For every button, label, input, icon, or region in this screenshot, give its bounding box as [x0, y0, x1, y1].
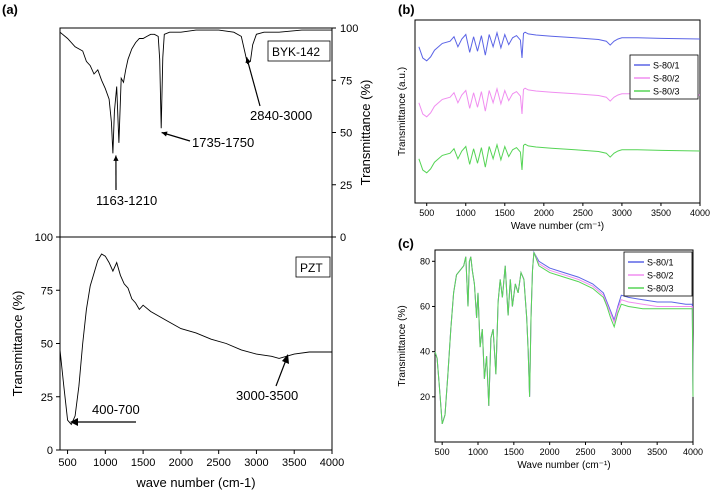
chart-b-xtick-label: 4000	[690, 208, 710, 218]
chart-a-top-legend-box	[267, 40, 331, 62]
chart-a-bottom-xtick-label: 500	[58, 457, 76, 469]
panel-a-label: (a)	[2, 2, 18, 17]
chart-c-xtick-label: 4000	[683, 447, 703, 457]
chart-b-legend-label: S-80/1	[653, 61, 680, 71]
chart-b-legend-label: S-80/3	[653, 87, 680, 97]
chart-a-top-legend-label: BYK-142	[272, 45, 320, 59]
chart-c-series-3	[434, 252, 694, 425]
chart-c-ytick-label: 60	[420, 301, 430, 311]
charts-layer: 0 25 50 75 100 Transmittance (%) BYK-142 2840-3…	[10, 19, 710, 490]
chart-c-legend-label: S-80/3	[647, 284, 674, 294]
chart-a-top-ytick-label: 25	[340, 180, 352, 192]
chart-a-bottom-xtick-label: 2000	[169, 457, 193, 469]
chart-a-top-annotation-arrow	[246, 57, 261, 107]
chart-c-legend-label: S-80/1	[647, 258, 674, 268]
chart-b: 500 1000 1500 2000 2500 3000 3500 4000 Wave numb…	[397, 19, 710, 232]
chart-a-bottom-ytick-label: 100	[35, 232, 53, 244]
chart-a-top-annotation: 1163-1210	[96, 193, 157, 208]
chart-a-top-annotation-arrowhead	[161, 131, 168, 137]
chart-c-ytick-label: 80	[420, 256, 430, 266]
chart-a-bottom-annotation-arrow	[275, 359, 287, 387]
chart-b-xtick-label: 3500	[651, 208, 671, 218]
chart-a-top-annotation: 2840-3000	[250, 108, 312, 123]
chart-a-top-line	[59, 29, 332, 154]
chart-c-legend-label: S-80/2	[647, 271, 674, 281]
chart-a-bottom-ytick-label: 50	[41, 339, 53, 351]
panel-c-label: (c)	[398, 236, 414, 251]
chart-a-bottom-annotation-arrowhead	[282, 354, 289, 364]
chart-b-series-3	[418, 142, 701, 174]
chart-c-xtick-label: 3500	[647, 447, 667, 457]
chart-a-bottom-ytick-label: 75	[41, 285, 53, 297]
chart-a-top-annotation-arrowhead	[245, 57, 251, 64]
chart-c-xtick-label: 1500	[504, 447, 524, 457]
chart-a-top-ytick-label: 50	[340, 128, 352, 140]
chart-c-xlabel: Wave number (cm⁻¹)	[517, 460, 610, 471]
chart-a-bottom-xtick-label: 1500	[131, 457, 155, 469]
chart-c-ylabel: Transmittance (%)	[397, 305, 408, 386]
chart-c-ytick-label: 40	[420, 347, 430, 357]
chart-a-bottom-ytick-label: 0	[47, 445, 53, 457]
chart-a-bottom-legend-box	[295, 256, 331, 278]
chart-c-xtick-label: 2000	[540, 447, 560, 457]
chart-a-top-ytick-label: 100	[340, 23, 358, 35]
chart-a-top-ylabel: Transmittance (%)	[358, 80, 373, 186]
chart-a-top-annotation-arrowhead	[113, 155, 119, 161]
chart-c-ytick-label: 20	[420, 392, 430, 402]
chart-a-bottom-xtick-label: 4000	[320, 457, 344, 469]
chart-b-frame	[414, 19, 701, 204]
chart-b-xtick-label: 2000	[534, 208, 554, 218]
chart-b-xtick-label: 500	[419, 208, 434, 218]
chart-a-bottom-xtick-label: 3000	[244, 457, 268, 469]
chart-a-top-annotation: 1735-1750	[192, 135, 254, 150]
chart-a-bottom-xtick-label: 3500	[282, 457, 306, 469]
chart-c-xtick-label: 2500	[575, 447, 595, 457]
chart-a-bottom-line	[59, 253, 332, 426]
chart-c: 500 1000 1500 2000 2500 3000 3500 4000 20 40 60 80 W…	[397, 249, 703, 471]
chart-b-series-1	[418, 30, 701, 62]
chart-c-xtick-label: 500	[435, 447, 450, 457]
chart-a-top: 0 25 50 75 100 Transmittance (%) BYK-142 2840-3…	[59, 23, 373, 244]
chart-b-xtick-label: 1000	[456, 208, 476, 218]
chart-c-xtick-label: 1000	[468, 447, 488, 457]
chart-a-bottom-xtick-label: 2500	[206, 457, 230, 469]
chart-a-bottom-annotation-arrowhead	[70, 418, 78, 426]
chart-a-bottom-frame	[59, 236, 333, 451]
chart-a-bottom: 0 25 50 75 100 500 1000 1500 2000 2500 3000 3500 400…	[10, 232, 344, 490]
chart-a-top-ytick-label: 0	[340, 232, 346, 244]
chart-b-xlabel: Wave number (cm⁻¹)	[511, 221, 604, 232]
chart-a-bottom-annotation: 3000-3500	[236, 388, 298, 403]
chart-b-xtick-label: 2500	[573, 208, 593, 218]
chart-a-bottom-ytick-label: 25	[41, 392, 53, 404]
chart-b-xtick-label: 3000	[612, 208, 632, 218]
chart-a-bottom-annotation: 400-700	[92, 402, 140, 417]
chart-a-bottom-legend-label: PZT	[300, 261, 323, 275]
chart-a-top-ytick-label: 75	[340, 75, 352, 87]
chart-a-bottom-ylabel: Transmittance (%)	[10, 291, 25, 397]
chart-a-bottom-xlabel: wave number (cm-1)	[135, 475, 255, 490]
chart-b-xtick-label: 1500	[495, 208, 515, 218]
chart-c-xtick-label: 3000	[611, 447, 631, 457]
chart-b-series-2	[418, 86, 701, 118]
panel-b-label: (b)	[398, 2, 415, 17]
chart-b-ylabel: Transmittance (a.u.)	[397, 67, 408, 156]
chart-a-bottom-xtick-label: 1000	[93, 457, 117, 469]
chart-b-legend-label: S-80/2	[653, 74, 680, 84]
